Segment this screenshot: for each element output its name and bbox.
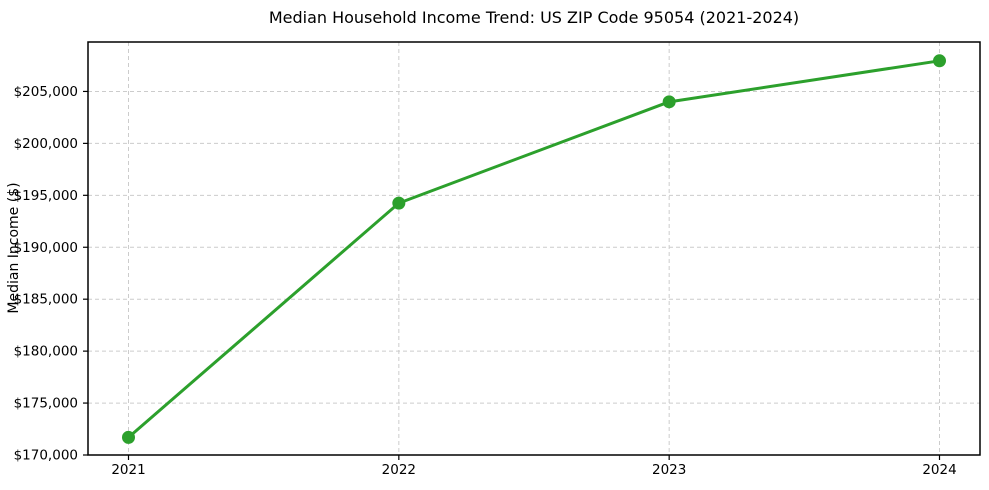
x-tick-label: 2024 [922,462,956,478]
data-point [662,95,676,109]
y-tick-label: $195,000 [14,188,78,204]
y-tick-label: $200,000 [14,136,78,152]
y-tick-label: $170,000 [14,448,78,464]
y-tick-label: $190,000 [14,240,78,256]
data-point [121,430,135,444]
y-tick-label: $205,000 [14,84,78,100]
x-tick-label: 2023 [652,462,686,478]
trend-line [126,59,942,439]
y-tick-label: $185,000 [14,292,78,308]
x-tick-label: 2021 [111,462,145,478]
data-point [392,196,406,210]
chart-title: Median Household Income Trend: US ZIP Co… [268,8,800,27]
x-tick-label: 2022 [382,462,416,478]
plot-frame [87,41,981,456]
data-point [933,54,947,68]
y-tick-label: $180,000 [14,344,78,360]
y-tick-label: $175,000 [14,396,78,412]
